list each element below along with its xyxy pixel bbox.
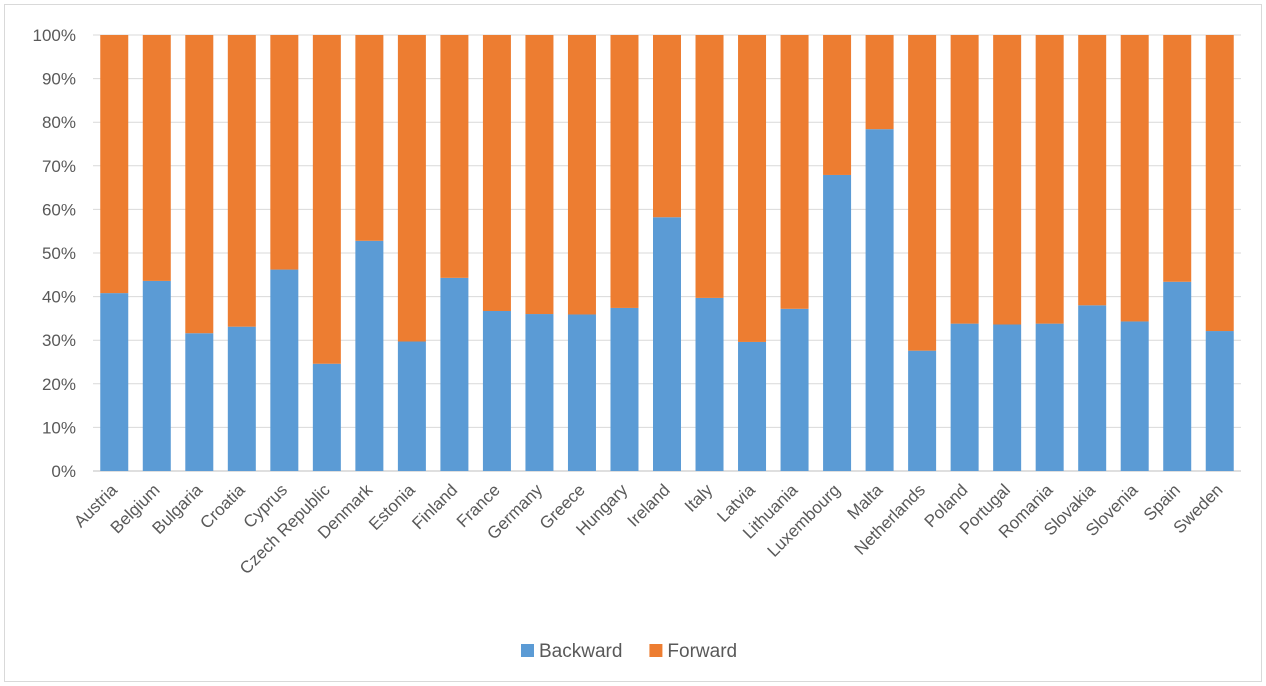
bar-backward — [950, 323, 979, 471]
bar-forward — [610, 35, 639, 308]
bar-forward — [780, 35, 809, 309]
bar-forward — [1120, 35, 1149, 322]
bar-forward — [100, 35, 129, 294]
bar-backward — [185, 333, 214, 471]
x-tick-label: Estonia — [365, 480, 419, 534]
y-axis: 0% 10% 20% 30% 40% 50% 60% 70% 80% 90% 100% — [33, 26, 76, 481]
bars — [100, 35, 1234, 471]
legend: Backward Forward — [521, 641, 737, 662]
x-tick-label: Croatia — [196, 480, 249, 533]
y-tick-label: 10% — [42, 418, 76, 437]
bar-forward — [865, 35, 894, 130]
bar-backward — [695, 297, 724, 471]
bar-forward — [1035, 35, 1064, 324]
legend-swatch — [521, 644, 534, 657]
bar-backward — [780, 308, 809, 471]
bar-forward — [397, 35, 426, 342]
bar-backward — [440, 277, 469, 471]
bar-forward — [1163, 35, 1192, 282]
y-tick-label: 40% — [42, 288, 76, 307]
y-tick-label: 20% — [42, 375, 76, 394]
x-tick-label: Ireland — [624, 480, 674, 530]
bar-backward — [1078, 305, 1107, 471]
bar-backward — [1163, 281, 1192, 471]
bar-backward — [1205, 331, 1234, 471]
bar-backward — [653, 217, 681, 471]
bar-backward — [993, 324, 1022, 471]
x-tick-label: Finland — [408, 480, 461, 533]
bar-backward — [865, 129, 894, 471]
y-tick-label: 30% — [42, 331, 76, 350]
bar-backward — [1120, 321, 1149, 471]
y-tick-label: 60% — [42, 200, 76, 219]
bar-forward — [1078, 35, 1107, 306]
bar-forward — [1205, 35, 1234, 332]
bar-backward — [227, 326, 256, 471]
bar-backward — [567, 314, 596, 471]
bar-forward — [738, 35, 767, 342]
bar-forward — [312, 35, 341, 364]
bar-backward — [270, 269, 299, 471]
bar-backward — [100, 293, 129, 471]
bar-backward — [482, 310, 511, 471]
bar-forward — [908, 35, 937, 351]
bar-backward — [355, 240, 384, 471]
bar-backward — [397, 341, 426, 471]
bar-forward — [355, 35, 384, 241]
y-tick-label: 90% — [42, 70, 76, 89]
y-tick-label: 50% — [42, 244, 76, 263]
bar-backward — [738, 341, 767, 471]
bar-backward — [312, 363, 341, 471]
bar-forward — [525, 35, 554, 315]
bar-backward — [823, 174, 852, 471]
bar-forward — [482, 35, 511, 311]
y-tick-label: 80% — [42, 113, 76, 132]
bar-forward — [440, 35, 469, 278]
bar-forward — [823, 35, 852, 175]
bar-forward — [227, 35, 256, 327]
x-axis: AustriaBelgiumBulgariaCroatiaCyprusCzech… — [70, 480, 1226, 578]
bar-backward — [142, 280, 171, 471]
bar-backward — [610, 307, 639, 471]
bar-backward — [908, 350, 937, 471]
legend-swatch — [649, 644, 663, 657]
bar-forward — [185, 35, 214, 334]
bar-forward — [567, 35, 596, 315]
bar-forward — [993, 35, 1022, 325]
legend-label: Backward — [539, 641, 622, 662]
y-tick-label: 70% — [42, 157, 76, 176]
bar-forward — [653, 35, 681, 218]
y-tick-label: 100% — [33, 26, 76, 45]
bar-backward — [525, 314, 554, 471]
x-tick-label: Italy — [681, 480, 717, 516]
bar-forward — [695, 35, 724, 298]
bar-forward — [950, 35, 979, 324]
bar-backward — [1035, 323, 1064, 471]
bar-forward — [142, 35, 171, 281]
y-tick-label: 0% — [51, 462, 76, 481]
bar-forward — [270, 35, 299, 270]
legend-label: Forward — [667, 641, 737, 662]
